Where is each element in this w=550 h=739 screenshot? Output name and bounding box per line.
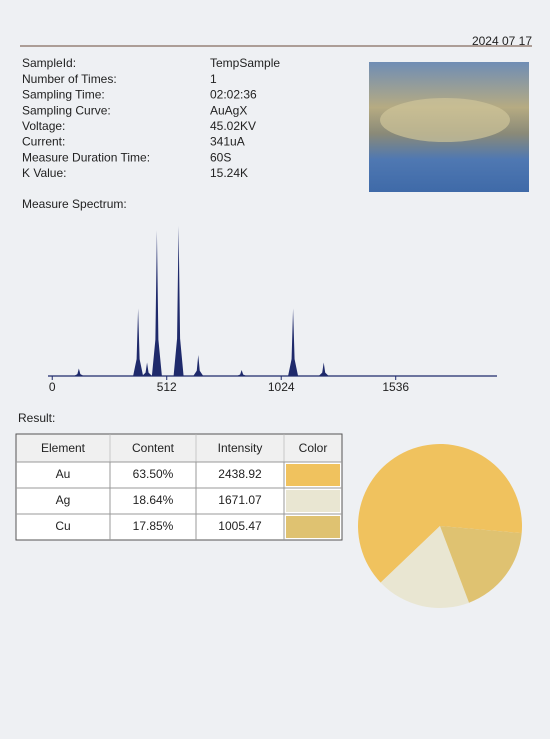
table-cell: 1671.07 (218, 493, 262, 507)
spectrum-peak (142, 362, 153, 376)
table-header-cell: Content (132, 441, 175, 455)
spectrum-peak (173, 226, 184, 376)
table-cell: Cu (55, 519, 70, 533)
table-header-cell: Color (299, 441, 328, 455)
color-swatch (286, 464, 340, 486)
date: 2024 07 17 (472, 34, 532, 48)
field-label: Sampling Time: (22, 88, 105, 102)
table-cell: Ag (56, 493, 71, 507)
table-cell: 17.85% (133, 519, 174, 533)
spectrum-title: Measure Spectrum: (22, 197, 127, 211)
color-swatch (286, 490, 340, 512)
field-value: 15.24K (210, 166, 248, 180)
field-value: 45.02KV (210, 119, 256, 133)
table-cell: Au (56, 467, 71, 481)
x-tick-label: 1024 (268, 380, 295, 394)
x-tick-label: 1536 (382, 380, 409, 394)
field-label: Measure Duration Time: (22, 150, 150, 164)
field-value: 02:02:36 (210, 88, 257, 102)
result-title: Result: (18, 411, 55, 425)
color-swatch (286, 516, 340, 538)
x-tick-label: 512 (157, 380, 177, 394)
field-label: Number of Times: (22, 72, 117, 86)
pie-slice (440, 526, 522, 603)
pie-slice (380, 526, 470, 608)
spectrum-peak (133, 308, 144, 376)
table-cell: 18.64% (133, 493, 174, 507)
field-value: 1 (210, 72, 217, 86)
table-header (16, 434, 342, 462)
x-tick-label: 0 (49, 380, 56, 394)
spectrum-peak (73, 368, 84, 376)
table-cell: 63.50% (133, 467, 174, 481)
spectrum-peak (151, 230, 162, 376)
field-value: AuAgX (210, 103, 247, 117)
table-cell: 2438.92 (218, 467, 262, 481)
field-value: 60S (210, 150, 231, 164)
field-label: Voltage: (22, 119, 65, 133)
field-label: SampleId: (22, 56, 76, 70)
table-header-cell: Intensity (218, 441, 263, 455)
sample-photo-highlight (380, 98, 510, 142)
table-header-cell: Element (41, 441, 86, 455)
field-label: Current: (22, 135, 65, 149)
spectrum-peak (236, 370, 247, 376)
pie-slice (358, 444, 522, 583)
spectrum-peak (193, 355, 204, 376)
spectrum-peak (288, 308, 299, 376)
spectrum-peak (318, 362, 329, 376)
field-label: K Value: (22, 166, 66, 180)
table-cell: 1005.47 (218, 519, 262, 533)
field-value: 341uA (210, 135, 245, 149)
field-value: TempSample (210, 56, 280, 70)
field-label: Sampling Curve: (22, 103, 111, 117)
